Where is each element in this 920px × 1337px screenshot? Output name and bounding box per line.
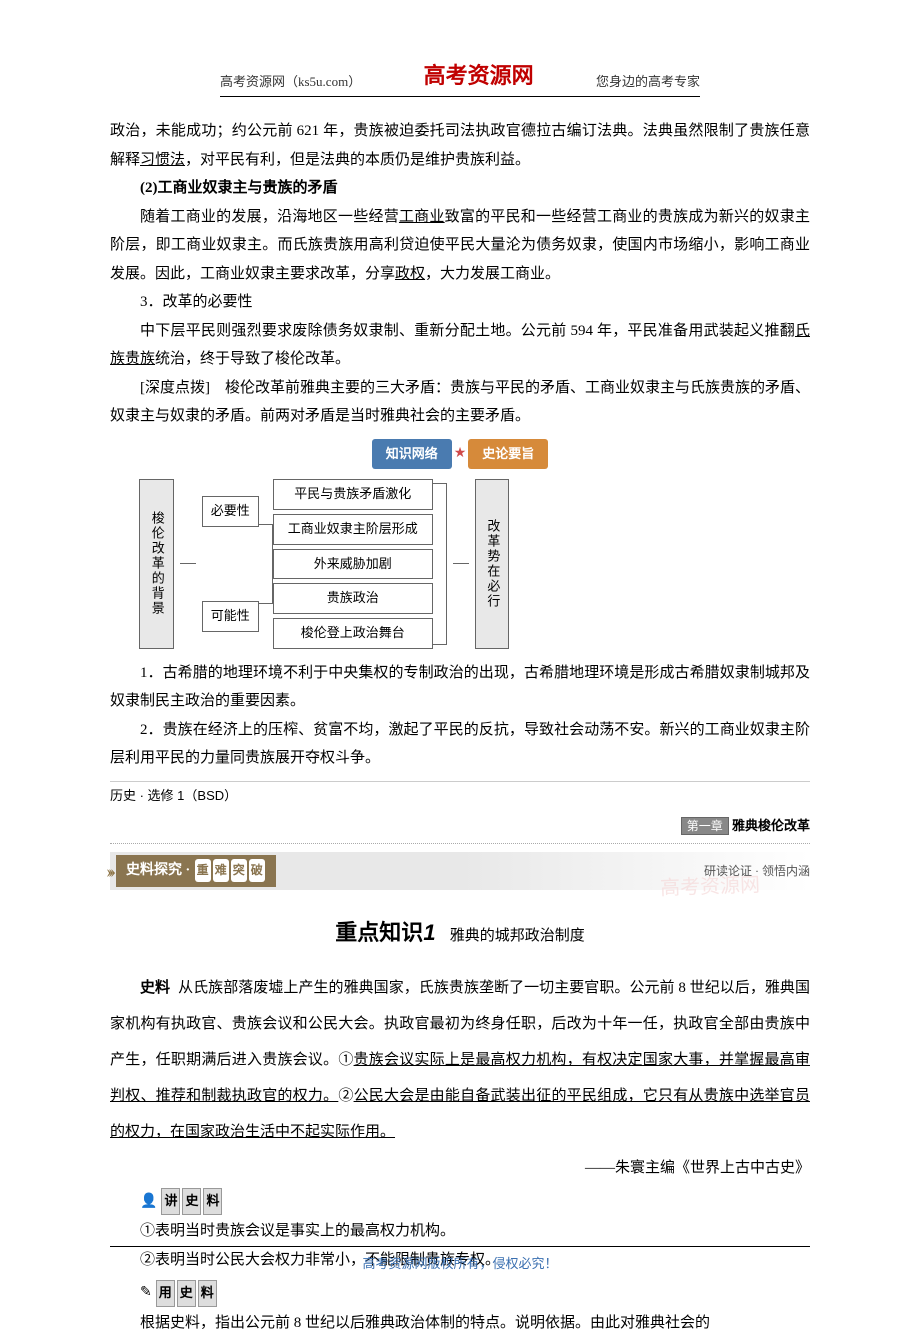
deep-note: [深度点拨] 梭伦改革前雅典主要的三大矛盾：贵族与平民的矛盾、工商业奴隶主与氏族… bbox=[110, 374, 810, 431]
source-b: ② bbox=[338, 1088, 353, 1104]
diagram-item-3: 贵族政治 bbox=[273, 583, 433, 614]
p1-text-b: ，对平民有利，但是法典的本质仍是维护贵族利益。 bbox=[185, 152, 530, 168]
diagram-item-2: 外来威胁加剧 bbox=[273, 549, 433, 580]
research-title: 史料探究 · 重难突破 bbox=[116, 855, 276, 888]
banner-left-pill: 知识网络 bbox=[372, 439, 452, 470]
research-subtitle: 研读论证 · 领悟内涵 bbox=[704, 860, 810, 883]
p5-a: 中下层平民则强烈要求废除债务奴隶制、重新分配土地。公元前 594 年，平民准备用… bbox=[140, 323, 795, 339]
rt-a: 史料探究 bbox=[126, 863, 182, 878]
p3-c: ，大力发展工商业。 bbox=[425, 266, 560, 282]
subheading-3: 3．改革的必要性 bbox=[110, 288, 810, 317]
rt-b: 重 bbox=[195, 859, 211, 882]
knowledge-banner: 知识网络 ★ 史论要旨 bbox=[110, 439, 810, 470]
al1-a: 讲 bbox=[161, 1188, 180, 1215]
book-label: 历史 · 选修 1（BSD） bbox=[110, 781, 810, 809]
source-label: 史料 bbox=[140, 979, 170, 996]
header-center-logo: 高考资源网 bbox=[424, 58, 534, 90]
research-banner: ››› 史料探究 · 重难突破 研读论证 · 领悟内涵 bbox=[110, 852, 810, 890]
banner-right-pill: 史论要旨 bbox=[468, 439, 548, 470]
p3-u2: 政权 bbox=[395, 266, 425, 282]
diagram-item-1: 工商业奴隶主阶层形成 bbox=[273, 514, 433, 545]
analysis-line-1: ①表明当时贵族会议是事实上的最高权力机构。 bbox=[110, 1217, 810, 1246]
rt-c: 难 bbox=[213, 859, 229, 882]
key-num: 1 bbox=[423, 920, 435, 945]
mid-box-1: 必要性 bbox=[202, 496, 259, 527]
banner-star-icon: ★ bbox=[454, 441, 467, 468]
rt-d: 突 bbox=[231, 859, 247, 882]
al1-b: 史 bbox=[182, 1188, 201, 1215]
key-subtitle: 雅典的城邦政治制度 bbox=[450, 928, 585, 944]
main-content: 政治，未能成功；约公元前 621 年，贵族被迫委托司法执政官德拉古编订法典。法典… bbox=[0, 97, 920, 1337]
p5-b: 统治，终于导致了梭伦改革。 bbox=[155, 351, 350, 367]
numbered-1: 1．古希腊的地理环境不利于中央集权的专制政治的出现，古希腊地理环境是形成古希腊奴… bbox=[110, 659, 810, 716]
page-header: 高考资源网（ks5u.com） 高考资源网 您身边的高考专家 bbox=[220, 0, 700, 97]
connector-line-r bbox=[453, 563, 469, 564]
al1-c: 料 bbox=[203, 1188, 222, 1215]
diagram-right-box: 改革势在必行 bbox=[475, 479, 510, 648]
person-icon: 👤 bbox=[140, 1189, 157, 1216]
paragraph-1: 政治，未能成功；约公元前 621 年，贵族被迫委托司法执政官德拉古编订法典。法典… bbox=[110, 117, 810, 174]
paragraph-5: 中下层平民则强烈要求废除债务奴隶制、重新分配土地。公元前 594 年，平民准备用… bbox=[110, 317, 810, 374]
source-citation: ——朱寰主编《世界上古中古史》 bbox=[110, 1154, 810, 1183]
page-footer: 高考资源网版权所有，侵权必究！ bbox=[110, 1246, 810, 1272]
analysis-label-2: ✎ 用史料 bbox=[140, 1280, 218, 1307]
source-paragraph: 史料从氏族部落废墟上产生的雅典国家，氏族贵族垄断了一切主要官职。公元前 8 世纪… bbox=[110, 970, 810, 1150]
key-title: 重点知识1 bbox=[335, 920, 441, 945]
subheading-2: (2)工商业奴隶主与贵族的矛盾 bbox=[110, 174, 810, 203]
connector-line bbox=[180, 563, 196, 564]
diagram-item-0: 平民与贵族矛盾激化 bbox=[273, 479, 433, 510]
al2-a: 用 bbox=[156, 1280, 175, 1307]
chapter-name: 雅典梭伦改革 bbox=[732, 818, 810, 833]
analysis-line-3: 根据史料，指出公元前 8 世纪以后雅典政治体制的特点。说明依据。由此对雅典社会的 bbox=[110, 1309, 810, 1337]
key-title-text: 重点知识 bbox=[335, 920, 423, 945]
chapter-tag-box: 第一章 bbox=[681, 817, 729, 835]
p1-underline: 习惯法 bbox=[140, 152, 185, 168]
al2-c: 料 bbox=[198, 1280, 217, 1307]
concept-diagram: 梭伦改革的背景 必要性 可能性 平民与贵族矛盾激化 工商业奴隶主阶层形成 外来威 bbox=[110, 479, 810, 648]
rt-e: 破 bbox=[249, 859, 265, 882]
mid-box-2: 可能性 bbox=[202, 601, 259, 632]
numbered-2: 2．贵族在经济上的压榨、贫富不均，激起了平民的反抗，导致社会动荡不安。新兴的工商… bbox=[110, 716, 810, 773]
analysis-label-1: 👤 讲史料 bbox=[140, 1188, 223, 1215]
diagram-left-box: 梭伦改革的背景 bbox=[139, 479, 174, 648]
paragraph-3: 随着工商业的发展，沿海地区一些经营工商业致富的平民和一些经营工商业的贵族成为新兴… bbox=[110, 203, 810, 289]
pencil-icon: ✎ bbox=[140, 1280, 152, 1307]
al2-b: 史 bbox=[177, 1280, 196, 1307]
header-right-text: 您身边的高考专家 bbox=[596, 71, 700, 90]
key-knowledge-heading: 重点知识1 雅典的城邦政治制度 bbox=[110, 912, 810, 954]
chapter-tag: 第一章 雅典梭伦改革 bbox=[110, 814, 810, 839]
header-left-text: 高考资源网（ks5u.com） bbox=[220, 71, 361, 90]
diagram-item-4: 梭伦登上政治舞台 bbox=[273, 618, 433, 649]
p3-u1: 工商业 bbox=[399, 209, 445, 225]
dotted-divider bbox=[110, 843, 810, 844]
p3-a: 随着工商业的发展，沿海地区一些经营 bbox=[140, 209, 399, 225]
